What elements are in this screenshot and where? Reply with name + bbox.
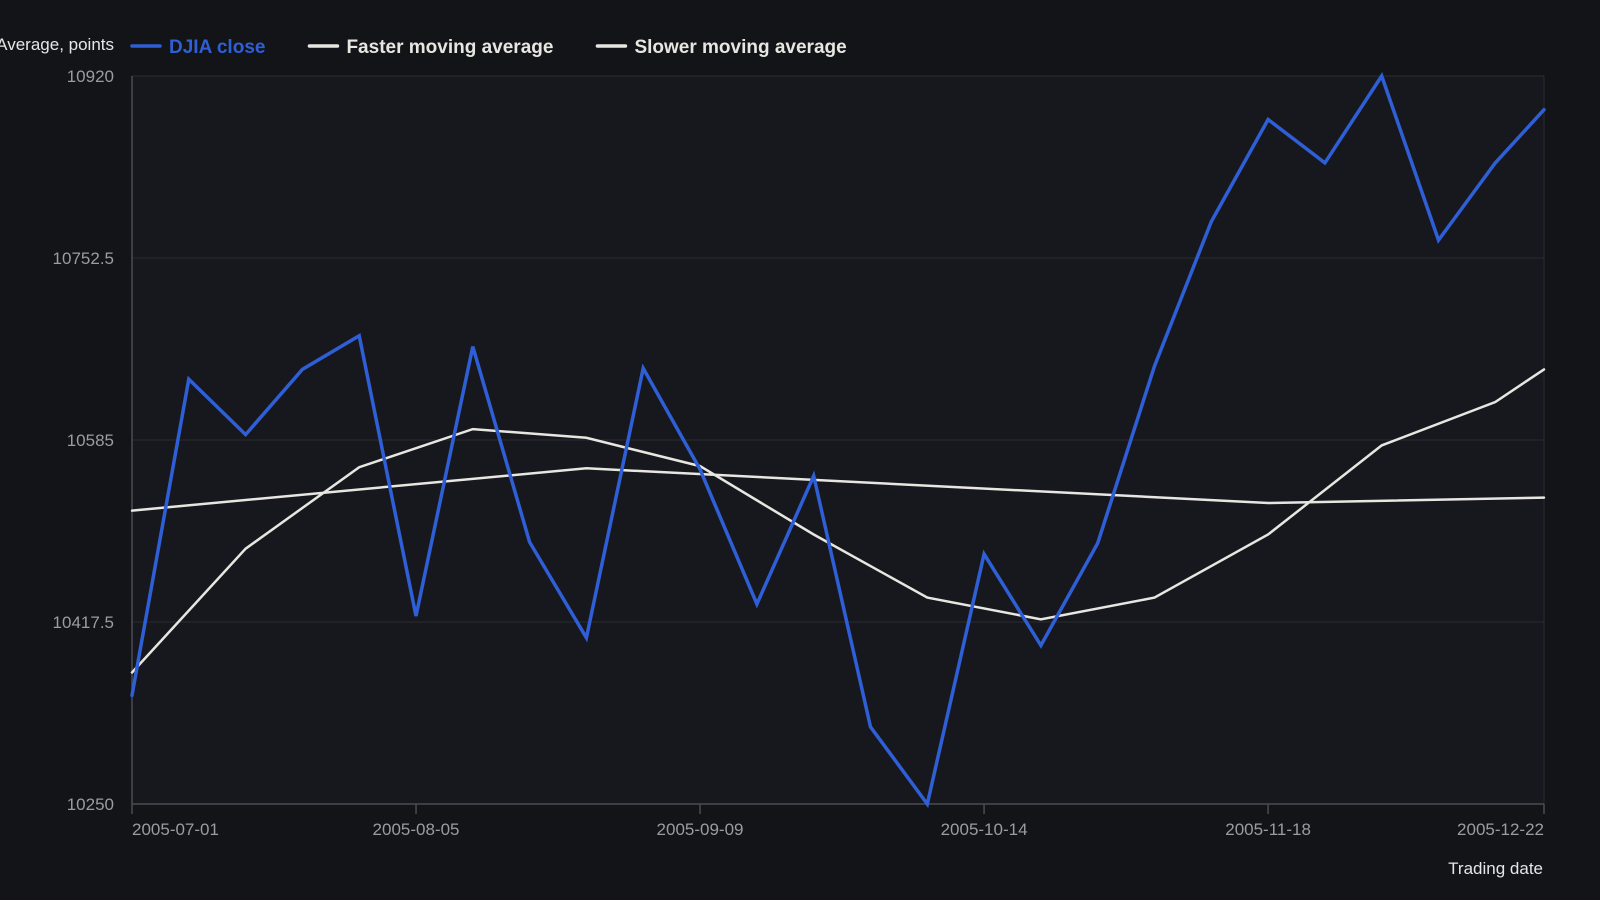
x-tick-label: 2005-08-05 [373,820,460,839]
x-tick-label: 2005-12-22 [1457,820,1544,839]
y-tick-label: 10417.5 [53,613,114,632]
y-axis-label: Dow Jones Industrial Average, points [0,35,114,54]
legend-label: DJIA close [169,37,265,58]
x-axis-label: Trading date [1448,859,1543,878]
x-tick-label: 2005-11-18 [1225,820,1311,839]
y-tick-label: 10920 [67,67,114,86]
axes: 10250 10417.5 10585 10752.5 10920 2005-07-01 2… [53,67,1545,839]
legend-label: Faster moving average [346,37,553,58]
legend-label: Slower moving average [634,37,846,58]
x-tick-label: 2005-10-14 [941,820,1028,839]
series-lines [130,72,1546,809]
series-line-slower-moving-average [130,467,1546,512]
x-tick-label: 2005-07-01 [132,820,219,839]
x-tick-label: 2005-09-09 [657,820,744,839]
y-tick-label: 10585 [67,431,114,450]
series-line-faster-moving-average [130,368,1546,674]
series-line-djia-close [130,72,1546,809]
y-tick-label: 10250 [67,795,114,814]
legend: Dow Jones Industrial Average, points DJI… [0,35,847,58]
y-tick-label: 10752.5 [53,249,114,268]
